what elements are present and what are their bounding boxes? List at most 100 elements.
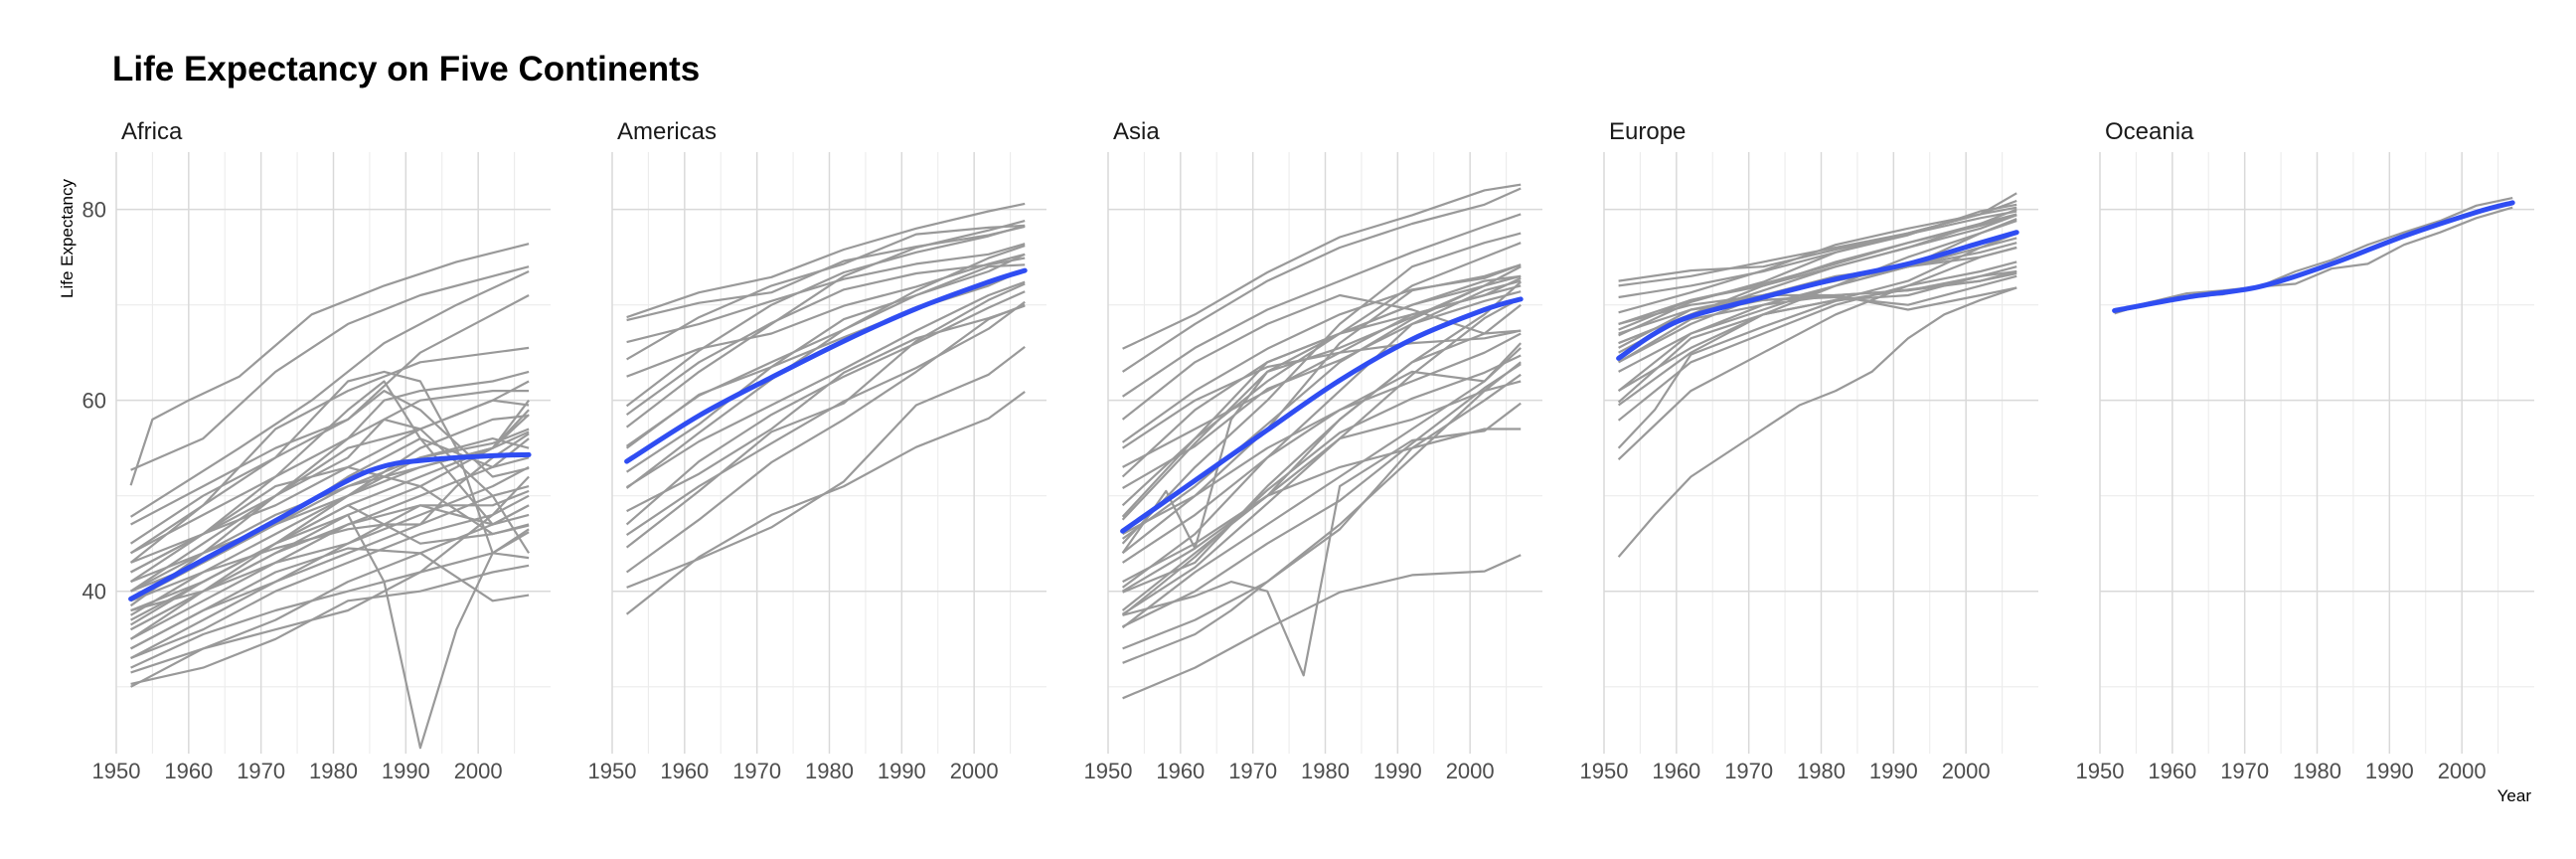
x-tick-label-europe-1970: 1970	[1724, 759, 1773, 783]
facet-label-oceania: Oceania	[2105, 118, 2194, 145]
x-tick-label-asia-1960: 1960	[1156, 759, 1205, 783]
country-line-asia-24	[1121, 293, 1522, 421]
country-line-asia-17	[1122, 428, 1522, 584]
x-tick-label-africa-1990: 1990	[382, 759, 430, 783]
facet-label-africa: Africa	[121, 118, 183, 145]
x-tick-label-oceania-1970: 1970	[2220, 759, 2269, 783]
country-line-asia-6	[1121, 187, 1522, 373]
y-tick-label-80: 80	[82, 198, 106, 223]
country-line-africa-27	[130, 504, 530, 674]
x-tick-label-oceania-2000: 2000	[2438, 759, 2487, 783]
x-tick-label-oceania-1990: 1990	[2365, 759, 2414, 783]
x-tick-label-europe-1960: 1960	[1652, 759, 1700, 783]
country-line-americas-18	[625, 268, 1026, 449]
x-tick-label-africa-2000: 2000	[454, 759, 503, 783]
country-line-europe-17	[1618, 203, 2017, 337]
trend-line-asia	[1120, 296, 1524, 534]
panel-africa: Africa 1950 1960 1970 1980 1990 2000 40 60 80	[82, 118, 551, 783]
country-line-africa-5	[129, 346, 530, 564]
country-line-americas-20	[625, 263, 1026, 473]
country-line-africa-18	[129, 513, 530, 750]
trend-line-americas	[624, 267, 1028, 464]
country-line-americas-3	[626, 253, 1026, 378]
country-line-asia-1	[1122, 554, 1522, 700]
country-line-europe-8	[1618, 246, 2017, 364]
country-line-africa-23	[130, 489, 530, 631]
x-tick-label-africa-1950: 1950	[92, 759, 141, 783]
country-line-africa-2	[130, 265, 530, 471]
country-line-africa-36	[130, 430, 530, 584]
country-line-africa-1	[129, 243, 530, 486]
country-line-americas-11	[625, 391, 1026, 615]
x-tick-label-americas-1950: 1950	[588, 759, 637, 783]
country-line-asia-20	[1122, 280, 1522, 594]
country-line-africa-26	[130, 465, 530, 659]
country-line-americas-15	[625, 290, 1026, 526]
country-line-asia-2	[1122, 361, 1522, 664]
country-line-asia-28	[1122, 332, 1522, 536]
country-line-europe-20	[1618, 214, 2017, 325]
facets: Africa 1950 1960 1970 1980 1990 2000 40 60 80 Amer…	[82, 118, 2534, 783]
country-line-americas-19	[625, 282, 1026, 549]
x-tick-label-europe-2000: 2000	[1942, 759, 1991, 783]
country-line-africa-9	[130, 390, 530, 526]
panel-europe: Europe 1950 1960 1970 1980 1990 2000	[1580, 118, 2038, 783]
x-tick-label-africa-1960: 1960	[164, 759, 213, 783]
country-line-asia-26	[1121, 274, 1522, 478]
panel-americas: Americas 1950 1960 1970 1980 1990 2000	[588, 118, 1046, 783]
x-tick-label-africa-1970: 1970	[237, 759, 285, 783]
y-axis-title: Life Expectancy	[58, 178, 77, 298]
x-tick-label-asia-1980: 1980	[1301, 759, 1350, 783]
x-tick-label-asia-1990: 1990	[1373, 759, 1422, 783]
country-line-asia-7	[1121, 213, 1522, 398]
country-line-americas-1	[626, 202, 1026, 319]
country-line-americas-12	[626, 224, 1026, 361]
country-line-americas-9	[625, 300, 1026, 537]
y-tick-label-60: 60	[82, 389, 106, 414]
country-line-africa-35	[130, 390, 530, 555]
x-tick-label-oceania-1950: 1950	[2076, 759, 2125, 783]
x-tick-label-europe-1950: 1950	[1580, 759, 1629, 783]
country-line-americas-17	[626, 243, 1026, 344]
x-tick-label-africa-1980: 1980	[309, 759, 358, 783]
x-tick-label-americas-1960: 1960	[660, 759, 709, 783]
country-line-americas-5	[625, 220, 1026, 429]
y-tick-label-40: 40	[82, 580, 106, 604]
country-line-asia-9	[1121, 232, 1522, 545]
country-line-europe-3	[1617, 246, 2017, 460]
country-line-asia-3	[1122, 402, 1522, 677]
country-line-americas-16	[625, 303, 1026, 574]
trend-line-africa	[128, 451, 532, 601]
country-line-asia-14	[1121, 354, 1522, 616]
country-line-africa-32	[129, 418, 531, 593]
country-line-asia-23	[1122, 373, 1522, 650]
country-line-americas-10	[626, 346, 1026, 589]
country-line-asia-10	[1121, 263, 1522, 443]
x-tick-label-americas-1970: 1970	[732, 759, 781, 783]
facet-label-americas: Americas	[617, 118, 717, 145]
country-line-americas-7	[626, 280, 1026, 489]
country-line-europe-14	[1618, 210, 2017, 282]
x-tick-label-europe-1990: 1990	[1869, 759, 1918, 783]
country-line-asia-29	[1121, 380, 1522, 611]
x-tick-label-oceania-1980: 1980	[2293, 759, 2341, 783]
country-line-europe-1	[1617, 286, 2017, 558]
country-line-africa-34	[130, 494, 530, 660]
x-tick-label-asia-2000: 2000	[1446, 759, 1495, 783]
country-line-oceania-2	[2114, 206, 2513, 312]
trend-line-europe	[1616, 230, 2019, 361]
country-line-europe-22	[1618, 232, 2017, 373]
country-line-asia-5	[1122, 183, 1522, 350]
country-line-africa-29	[130, 380, 530, 564]
chart-title: Life Expectancy on Five Continents	[112, 50, 701, 88]
x-tick-label-europe-1980: 1980	[1797, 759, 1846, 783]
x-tick-label-americas-2000: 2000	[950, 759, 999, 783]
country-line-africa-6	[129, 370, 530, 607]
x-axis-title: Year	[2497, 786, 2532, 805]
trend-line-oceania	[2112, 200, 2515, 313]
facet-label-asia: Asia	[1113, 118, 1160, 145]
country-line-americas-4	[625, 224, 1026, 408]
panel-asia: Asia 1950 1960 1970 1980 1990 2000	[1084, 118, 1542, 783]
panel-oceania: Oceania 1950 1960 1970 1980 1990 2000	[2076, 118, 2534, 783]
